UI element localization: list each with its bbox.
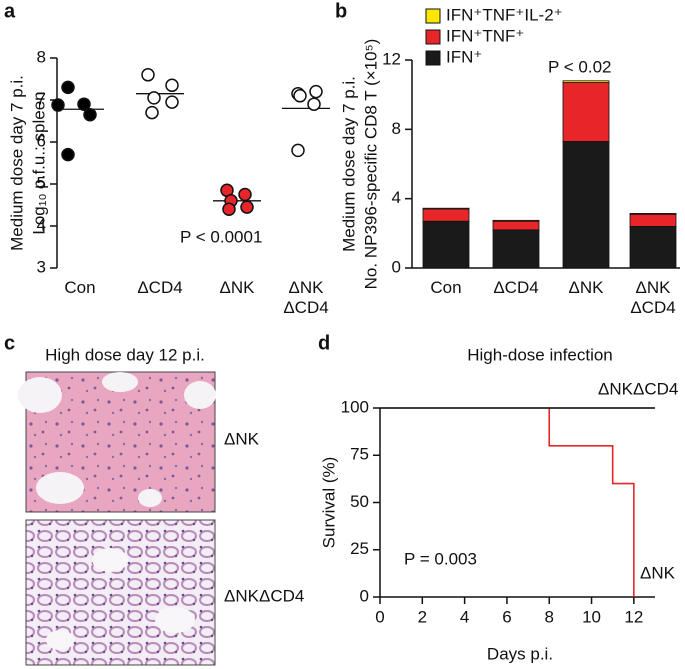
chart-title: High-dose infection [467,345,613,364]
x-tick-label: Con [64,278,96,297]
bar-segment [562,82,610,142]
y-tick-label: 4 [392,188,401,207]
dot [145,105,159,120]
y-tick-label: 6 [37,131,46,150]
legend-swatch [425,50,441,66]
dot [222,202,236,216]
x-tick-label: 4 [460,607,469,626]
dot [77,97,91,111]
x-tick-label: 2 [418,607,427,626]
annotation: P = 0.003 [404,549,477,568]
y-tick-label: 4 [37,215,46,234]
x-tick-label: 12 [624,607,643,626]
legend-swatch [425,29,441,45]
image-label: ΔNKΔCD4 [224,586,304,605]
image-label: ΔNK [224,429,260,448]
y-axis-label: Log₁₀ p.f.u.: spleen [29,91,48,234]
dot [291,143,305,158]
y-tick-label: 8 [392,119,401,138]
panel-label: a [4,0,16,22]
dot [83,107,97,122]
y-tick-label: 0 [392,257,401,276]
legend-swatch [425,8,441,24]
y-tick-label: 12 [382,49,401,68]
series-label: ΔNKΔCD4 [598,379,678,398]
x-tick-label: ΔNK ΔCD4 [630,278,676,317]
x-tick-label: 10 [582,607,601,626]
bar-segment [562,80,610,83]
legend-label: IFN⁺TNF⁺IL-2⁺ [446,5,563,24]
dot [307,97,321,111]
y-tick-label: 5 [37,173,46,192]
bar-segment [629,213,677,227]
series-label: ΔNK [640,563,676,582]
bar-segment [492,229,540,269]
bar-segment [629,212,677,215]
dot [240,200,254,214]
x-axis-label: Days p.i. [487,644,553,663]
x-tick-label: Con [64,278,96,297]
annotation: P < 0.0001 [180,227,262,246]
annotation: P < 0.02 [548,57,612,76]
bar-segment [562,141,610,269]
dot [61,147,75,162]
dot [51,98,65,112]
y-axis-label: Survival (%) [319,457,338,549]
y-tick-label: 3 [37,257,46,276]
legend-label: IFN⁺TNF⁺ [446,26,524,45]
dot [293,89,307,103]
bar-segment [422,208,470,222]
x-tick-label: ΔCD4 [137,278,183,297]
x-tick-label: Con [430,278,462,297]
histology-image [18,371,216,513]
bar-segment [422,207,470,210]
x-tick-label: ΔNK ΔCD4 [630,278,676,317]
x-tick-label: ΔNK [568,278,604,297]
x-tick-label: ΔNK [219,278,255,297]
dot [141,68,155,82]
y-tick-label: 7 [37,89,46,108]
dot [147,91,161,105]
dot [309,84,323,99]
y-tick-label: 8 [37,47,46,66]
y-tick-label: 100 [341,397,369,416]
x-tick-label: ΔNK ΔCD4 [283,278,329,317]
x-tick-label: ΔCD4 [137,278,183,297]
bar-segment [492,219,540,222]
dot [165,78,179,93]
x-tick-label: ΔNK [568,278,604,297]
bar-segment [629,225,677,269]
bar-segment [492,220,540,231]
survival-line [548,408,635,597]
bar-segment [422,220,470,269]
y-axis-label: Medium dose day 7 p.i. [339,76,358,252]
dot [165,95,179,109]
panel-label: d [318,332,330,354]
histology-image [25,519,216,666]
dot [61,80,75,95]
panel-title: High dose day 12 p.i. [45,345,205,364]
x-tick-label: ΔCD4 [493,278,539,297]
x-tick-label: ΔNK [219,278,255,297]
y-tick-label: 50 [350,492,369,511]
panel-label: b [335,0,347,22]
y-tick-label: 0 [360,586,369,605]
y-tick-label: 25 [350,539,369,558]
x-tick-label: 8 [544,607,553,626]
y-axis-label: Medium dose day 7 p.i. [7,75,26,251]
x-tick-label: ΔCD4 [493,278,539,297]
x-tick-label: ΔNK ΔCD4 [283,278,329,317]
x-tick-label: 0 [375,607,384,626]
x-tick-label: 6 [502,607,511,626]
panel-label: c [4,332,15,354]
x-tick-label: Con [430,278,462,297]
y-tick-label: 75 [350,445,369,464]
legend-label: IFN⁺ [446,47,482,66]
y-axis-label: No. NP396-specific CD8 T (×10⁵) [361,39,380,290]
dot [238,187,252,202]
